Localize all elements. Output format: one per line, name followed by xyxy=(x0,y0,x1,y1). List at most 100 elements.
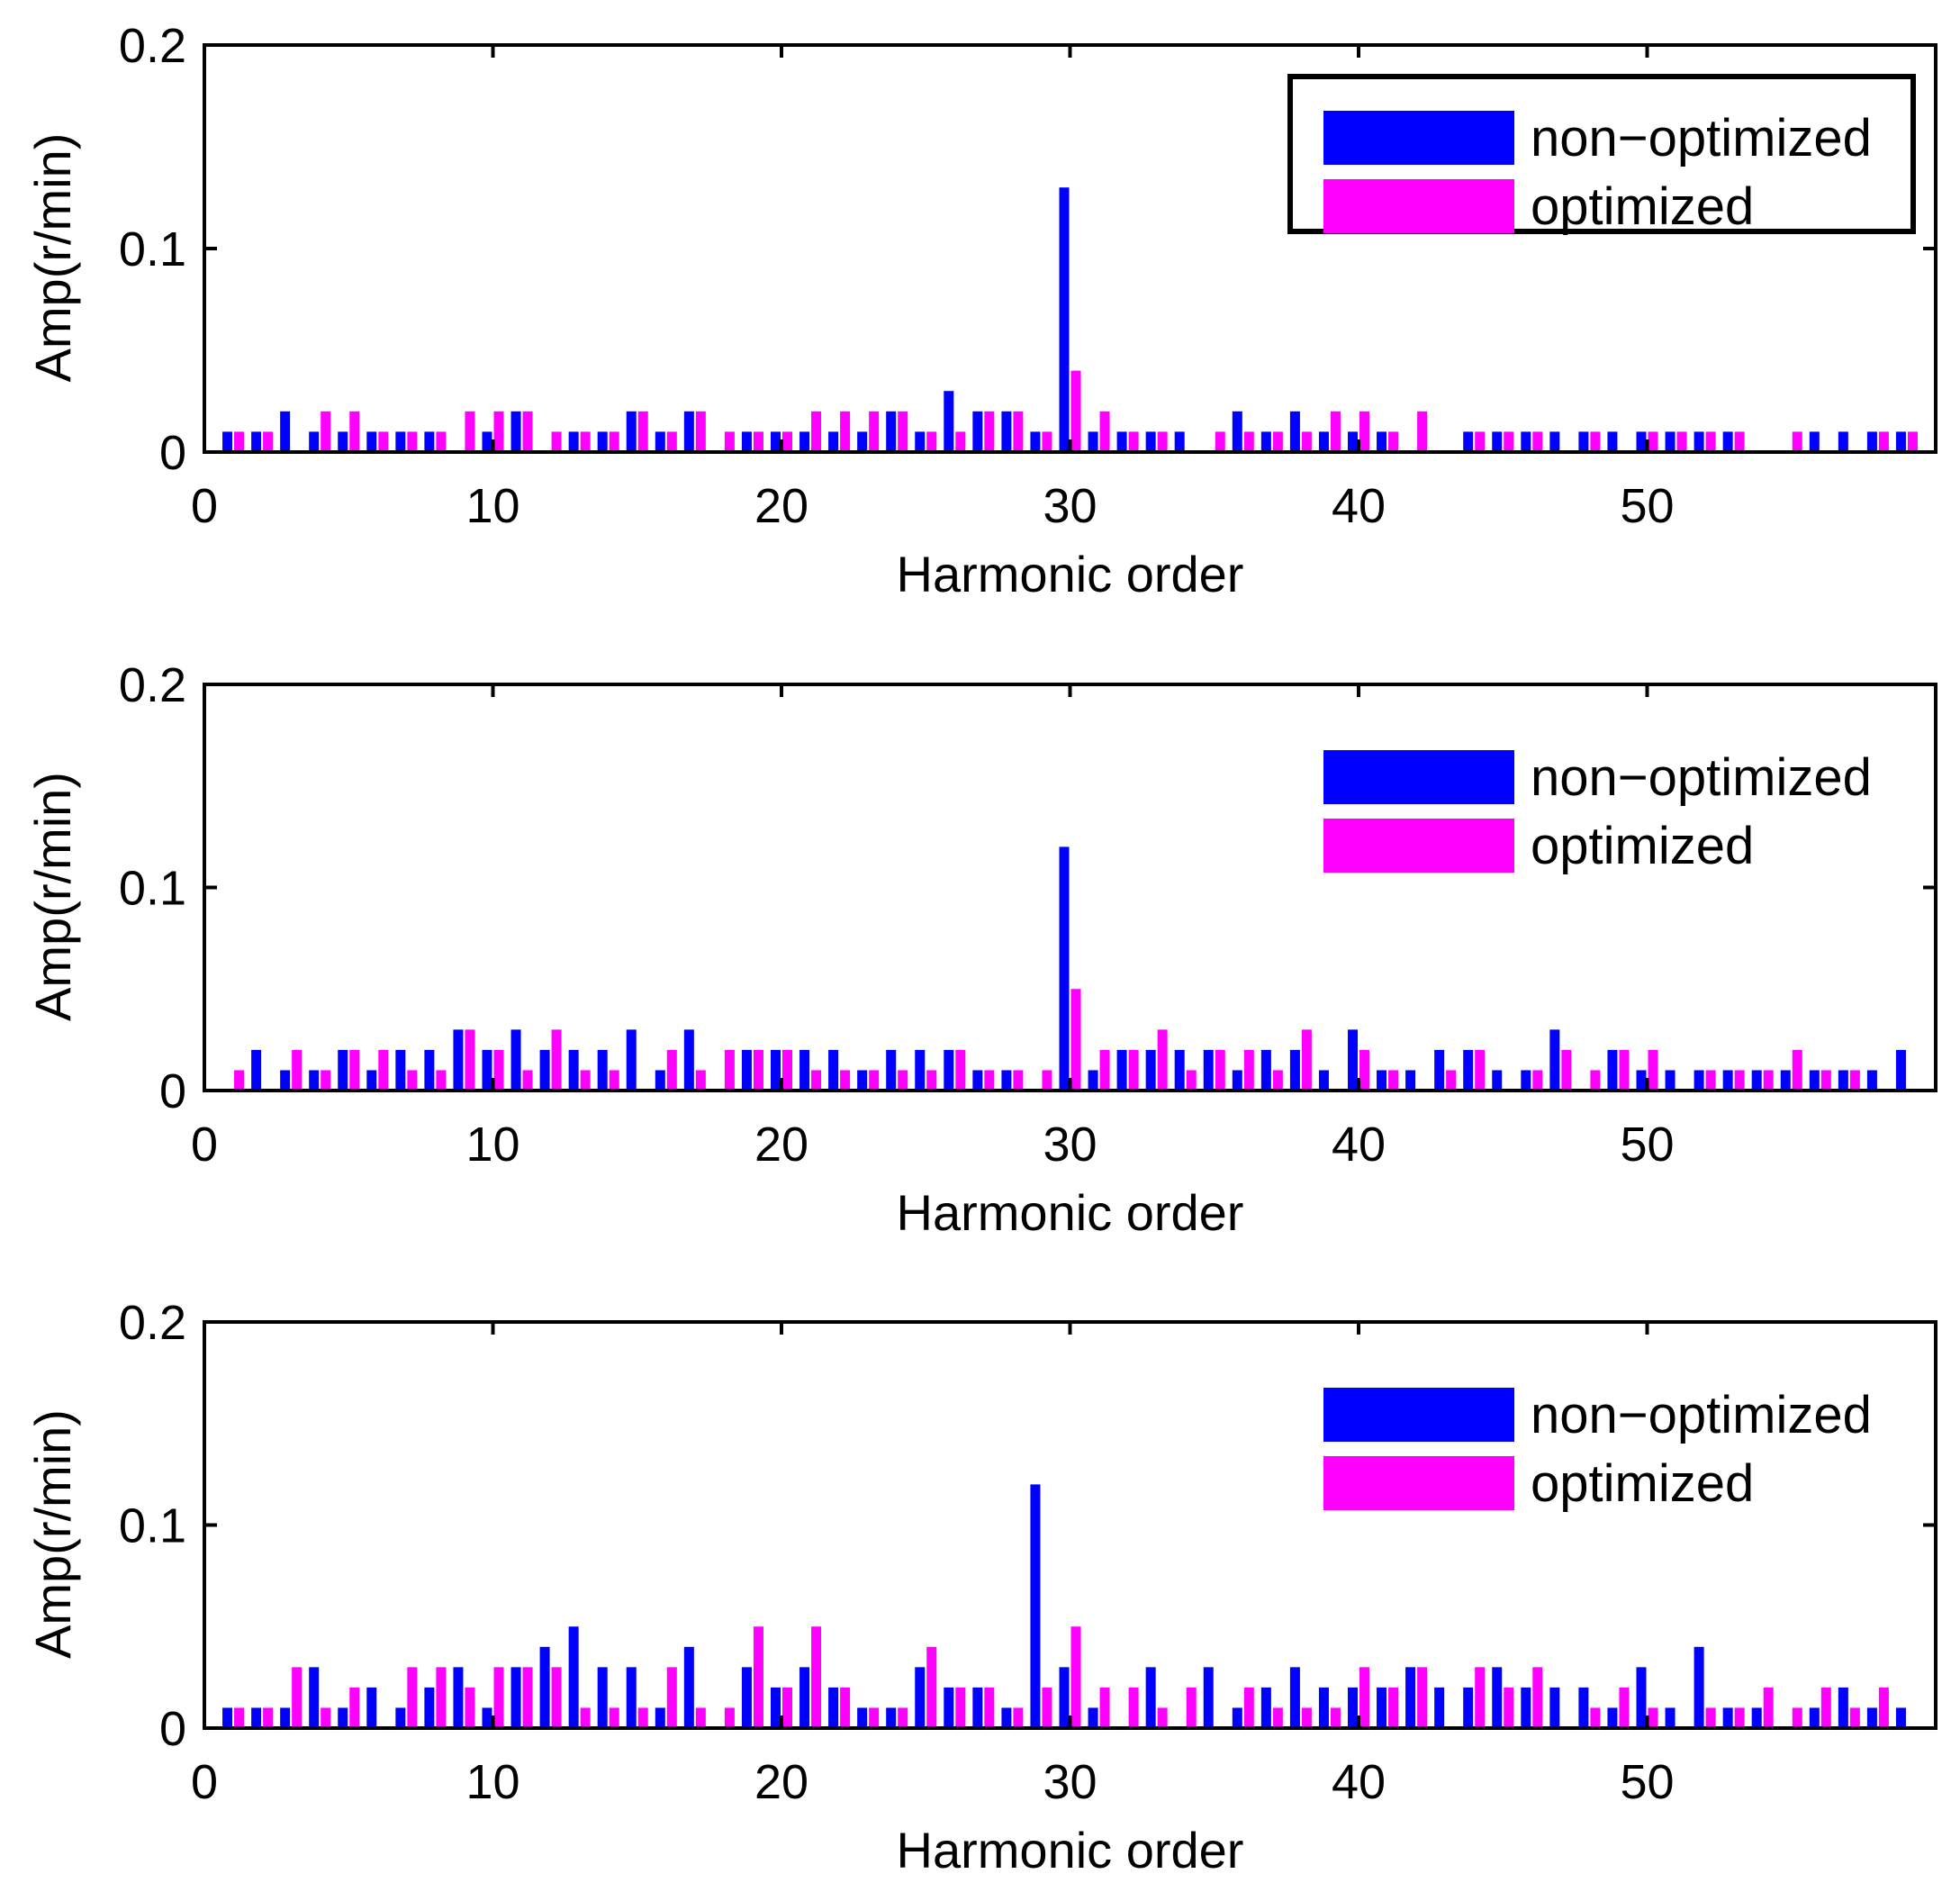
x-axis-label: Harmonic order xyxy=(897,1184,1244,1241)
plot-area xyxy=(204,1322,1936,1728)
bar-non-optimized-h2 xyxy=(251,1049,262,1091)
bar-non-optimized-h57 xyxy=(1838,1070,1848,1091)
bar-optimized-h58 xyxy=(1878,1687,1889,1728)
bar-non-optimized-h5 xyxy=(338,1049,348,1091)
bar-optimized-h30 xyxy=(1070,370,1081,452)
bar-non-optimized-h13 xyxy=(568,1049,579,1091)
bar-optimized-h23 xyxy=(869,1707,880,1728)
bar-optimized-h5 xyxy=(349,1687,360,1728)
bar-non-optimized-h22 xyxy=(828,431,839,452)
bar-non-optimized-h38 xyxy=(1289,1049,1300,1091)
bar-non-optimized-h24 xyxy=(886,1707,897,1728)
bar-non-optimized-h22 xyxy=(828,1049,839,1091)
bar-optimized-h24 xyxy=(898,1707,908,1728)
bar-non-optimized-h26 xyxy=(944,391,954,452)
bar-non-optimized-h35 xyxy=(1203,1667,1214,1728)
bar-non-optimized-h15 xyxy=(626,411,637,452)
bar-non-optimized-h7 xyxy=(395,431,406,452)
x-tick-label: 10 xyxy=(465,1118,519,1172)
bar-optimized-h16 xyxy=(666,431,677,452)
bar-non-optimized-h50 xyxy=(1636,1070,1647,1091)
bar-non-optimized-h11 xyxy=(510,1667,521,1728)
bar-non-optimized-h8 xyxy=(424,1687,435,1728)
bar-optimized-h45 xyxy=(1504,1687,1514,1728)
bar-optimized-h46 xyxy=(1532,431,1543,452)
legend-label-non-optimized: non−optimized xyxy=(1531,748,1872,807)
bar-optimized-h5 xyxy=(349,411,360,452)
y-tick-label: 0 xyxy=(159,1702,186,1756)
bar-non-optimized-h32 xyxy=(1116,431,1127,452)
bar-non-optimized-h31 xyxy=(1088,431,1098,452)
bar-non-optimized-h33 xyxy=(1145,1049,1156,1091)
bar-optimized-h32 xyxy=(1128,1049,1139,1091)
bar-non-optimized-h39 xyxy=(1318,1070,1329,1091)
bar-non-optimized-h2 xyxy=(251,1707,262,1728)
bar-non-optimized-h22 xyxy=(828,1687,839,1728)
bar-optimized-h7 xyxy=(407,1070,418,1091)
bar-non-optimized-h59 xyxy=(1895,1707,1906,1728)
bar-optimized-h38 xyxy=(1301,1029,1312,1091)
bar-non-optimized-h42 xyxy=(1405,1070,1416,1091)
bar-non-optimized-h14 xyxy=(597,1049,608,1091)
bar-optimized-h34 xyxy=(1186,1070,1197,1091)
bar-optimized-h21 xyxy=(811,411,822,452)
bar-optimized-h10 xyxy=(493,411,504,452)
bar-non-optimized-h25 xyxy=(915,431,926,452)
bar-non-optimized-h33 xyxy=(1145,431,1156,452)
bar-optimized-h40 xyxy=(1359,1667,1369,1728)
bar-non-optimized-h47 xyxy=(1549,431,1560,452)
bar-optimized-h37 xyxy=(1272,431,1283,452)
bar-non-optimized-h48 xyxy=(1578,1687,1589,1728)
bar-non-optimized-h56 xyxy=(1809,431,1820,452)
bar-non-optimized-h49 xyxy=(1607,1707,1618,1728)
bar-optimized-h3 xyxy=(292,1049,303,1091)
bar-optimized-h11 xyxy=(522,1667,533,1728)
bar-non-optimized-h5 xyxy=(338,1707,348,1728)
bar-optimized-h3 xyxy=(292,1667,303,1728)
bar-optimized-h7 xyxy=(407,431,418,452)
bar-non-optimized-h38 xyxy=(1289,411,1300,452)
x-tick-label: 40 xyxy=(1332,1118,1386,1172)
bar-optimized-h40 xyxy=(1359,411,1369,452)
bar-non-optimized-h34 xyxy=(1174,1049,1185,1091)
x-tick-label: 20 xyxy=(754,1755,808,1809)
bar-non-optimized-h47 xyxy=(1549,1029,1560,1091)
bar-optimized-h31 xyxy=(1099,1049,1110,1091)
bar-non-optimized-h20 xyxy=(771,1687,781,1728)
bar-non-optimized-h40 xyxy=(1348,1687,1358,1728)
bar-non-optimized-h25 xyxy=(915,1667,926,1728)
bar-non-optimized-h53 xyxy=(1722,1707,1733,1728)
bar-optimized-h5 xyxy=(349,1049,360,1091)
bar-non-optimized-h16 xyxy=(655,1707,665,1728)
x-tick-label: 30 xyxy=(1043,1118,1097,1172)
bar-non-optimized-h10 xyxy=(482,1707,492,1728)
bar-optimized-h41 xyxy=(1388,1687,1399,1728)
bar-optimized-h53 xyxy=(1734,1070,1745,1091)
bar-optimized-h41 xyxy=(1388,1070,1399,1091)
bar-optimized-h24 xyxy=(898,1070,908,1091)
bar-non-optimized-h16 xyxy=(655,431,665,452)
bar-non-optimized-h53 xyxy=(1722,431,1733,452)
bar-non-optimized-h24 xyxy=(886,411,897,452)
legend-label-non-optimized: non−optimized xyxy=(1531,109,1872,167)
bar-non-optimized-h6 xyxy=(366,1070,377,1091)
bar-optimized-h30 xyxy=(1070,989,1081,1091)
bar-optimized-h29 xyxy=(1042,1687,1052,1728)
bar-non-optimized-h14 xyxy=(597,1667,608,1728)
bar-optimized-h6 xyxy=(378,1049,389,1091)
bar-non-optimized-h42 xyxy=(1405,1667,1416,1728)
bar-non-optimized-h7 xyxy=(395,1707,406,1728)
x-tick-label: 10 xyxy=(465,479,519,533)
bar-optimized-h20 xyxy=(782,1049,792,1091)
bar-non-optimized-h51 xyxy=(1665,1070,1675,1091)
bar-non-optimized-h21 xyxy=(799,1667,810,1728)
bar-non-optimized-h27 xyxy=(972,411,983,452)
bar-optimized-h48 xyxy=(1590,431,1601,452)
bar-non-optimized-h45 xyxy=(1492,1070,1503,1091)
bar-optimized-h19 xyxy=(753,431,763,452)
bar-non-optimized-h37 xyxy=(1260,1687,1271,1728)
bar-non-optimized-h17 xyxy=(683,1646,694,1728)
bar-non-optimized-h23 xyxy=(857,1070,868,1091)
bar-non-optimized-h31 xyxy=(1088,1070,1098,1091)
bar-non-optimized-h45 xyxy=(1492,431,1503,452)
